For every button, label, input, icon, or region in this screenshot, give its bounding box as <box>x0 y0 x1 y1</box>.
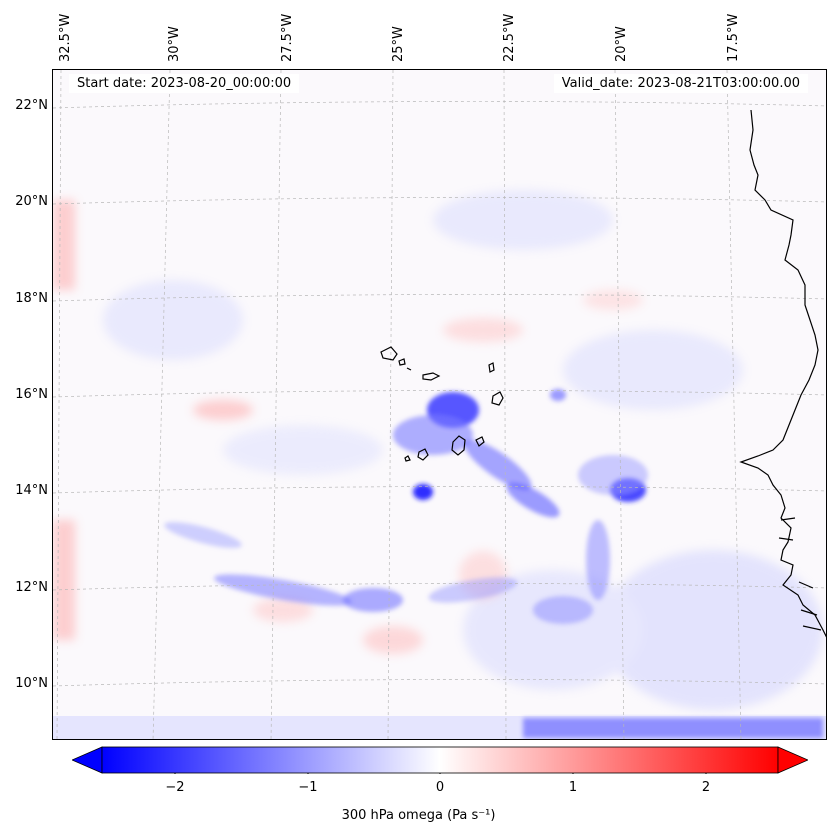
island-fogo <box>417 448 429 461</box>
coastal-inlets <box>778 517 822 631</box>
colorbar-tick-minus-2: −2 <box>165 780 185 795</box>
coastline <box>380 109 826 638</box>
colorbar-tick-2: 2 <box>701 780 711 795</box>
start-date-label: Start date: 2023-08-20_00:00:00 <box>69 74 300 93</box>
longitude-label-17.5w: 17.5°W <box>726 13 741 62</box>
longitude-label-25w: 25°W <box>391 26 406 62</box>
longitude-label-22.5w: 22.5°W <box>502 13 517 62</box>
longitude-label-32.5w: 32.5°W <box>58 13 73 62</box>
island-sao-nicolau <box>422 372 441 381</box>
latitude-label-12n: 12°N <box>15 580 48 595</box>
island-santiago <box>451 435 466 456</box>
colorbar-gradient <box>101 746 779 774</box>
colorbar-label: 300 hPa omega (Pa s⁻¹) <box>341 808 496 823</box>
gridlines <box>53 70 826 739</box>
colorbar <box>72 746 808 774</box>
omega-field-shading <box>53 190 826 739</box>
colorbar-tick-1: 1 <box>568 780 578 795</box>
longitude-label-27.5w: 27.5°W <box>280 13 295 62</box>
island-sao-vicente <box>398 358 406 366</box>
colorbar-extend-min <box>72 746 103 774</box>
island-brava <box>404 455 411 462</box>
omega-field-map <box>53 70 826 739</box>
colorbar-tick-minus-1: −1 <box>298 780 318 795</box>
map-panel: Start date: 2023-08-20_00:00:00 Valid_da… <box>52 69 827 740</box>
colorbar-extend-max <box>777 746 808 774</box>
africa-coastline <box>739 109 826 638</box>
island-santa-luzia <box>406 367 412 371</box>
island-sal <box>488 362 495 373</box>
island-boa-vista <box>491 391 504 406</box>
latitude-label-14n: 14°N <box>15 483 48 498</box>
island-santo-antao <box>380 346 398 361</box>
longitude-label-30w: 30°W <box>167 26 182 62</box>
island-maio <box>475 436 485 447</box>
latitude-label-16n: 16°N <box>15 387 48 402</box>
latitude-label-18n: 18°N <box>15 291 48 306</box>
valid-date-label: Valid_date: 2023-08-21T03:00:00.00 <box>553 74 808 93</box>
latitude-label-20n: 20°N <box>15 194 48 209</box>
latitude-label-22n: 22°N <box>15 98 48 113</box>
colorbar-tick-0: 0 <box>435 780 445 795</box>
latitude-label-10n: 10°N <box>15 676 48 691</box>
longitude-label-20w: 20°W <box>614 26 629 62</box>
